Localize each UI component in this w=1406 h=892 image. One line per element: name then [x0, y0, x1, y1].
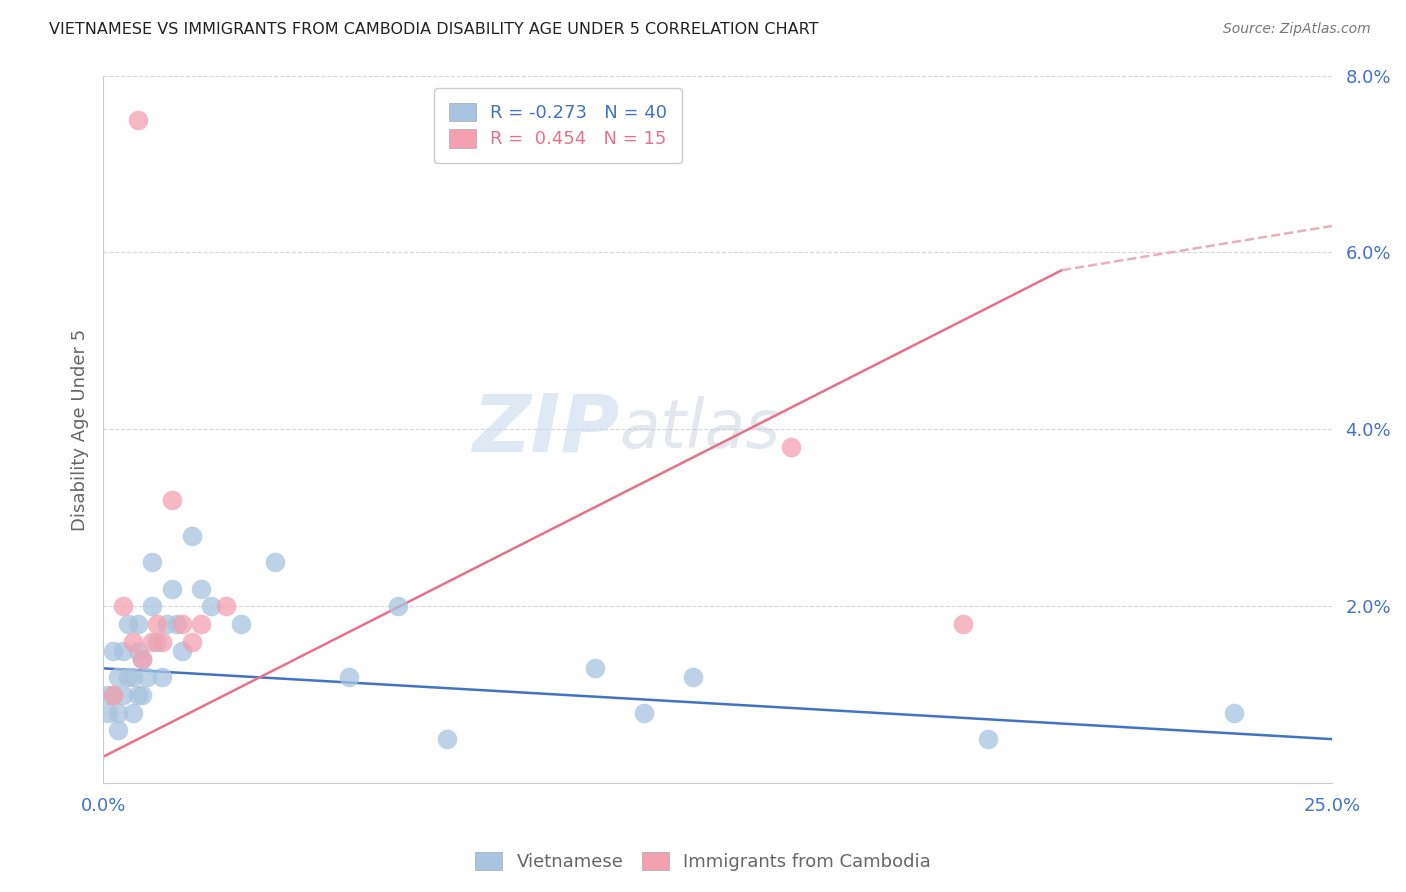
- Point: [111, 643, 134, 657]
- Point: [146, 617, 169, 632]
- Point: [97, 706, 120, 720]
- Point: [166, 617, 188, 632]
- Point: [131, 652, 153, 666]
- Text: VIETNAMESE VS IMMIGRANTS FROM CAMBODIA DISABILITY AGE UNDER 5 CORRELATION CHART: VIETNAMESE VS IMMIGRANTS FROM CAMBODIA D…: [49, 22, 818, 37]
- Point: [780, 440, 803, 454]
- Point: [141, 555, 163, 569]
- Legend: R = -0.273   N = 40, R =  0.454   N = 15: R = -0.273 N = 40, R = 0.454 N = 15: [434, 88, 682, 163]
- Point: [170, 617, 193, 632]
- Point: [131, 688, 153, 702]
- Point: [150, 670, 173, 684]
- Y-axis label: Disability Age Under 5: Disability Age Under 5: [72, 328, 89, 531]
- Point: [1223, 706, 1246, 720]
- Point: [160, 493, 183, 508]
- Point: [583, 661, 606, 675]
- Point: [127, 617, 149, 632]
- Point: [146, 635, 169, 649]
- Point: [170, 643, 193, 657]
- Point: [127, 688, 149, 702]
- Point: [101, 688, 124, 702]
- Point: [121, 706, 143, 720]
- Point: [111, 688, 134, 702]
- Point: [387, 599, 409, 614]
- Text: ZIP: ZIP: [472, 391, 619, 468]
- Point: [190, 582, 212, 596]
- Point: [436, 732, 458, 747]
- Legend: Vietnamese, Immigrants from Cambodia: Vietnamese, Immigrants from Cambodia: [468, 845, 938, 879]
- Point: [229, 617, 252, 632]
- Point: [107, 670, 129, 684]
- Point: [127, 112, 149, 127]
- Point: [633, 706, 655, 720]
- Point: [97, 688, 120, 702]
- Point: [977, 732, 1000, 747]
- Point: [117, 670, 139, 684]
- Point: [136, 670, 159, 684]
- Point: [107, 723, 129, 738]
- Point: [952, 617, 974, 632]
- Point: [215, 599, 238, 614]
- Point: [180, 635, 202, 649]
- Point: [111, 599, 134, 614]
- Point: [682, 670, 704, 684]
- Point: [127, 643, 149, 657]
- Text: Source: ZipAtlas.com: Source: ZipAtlas.com: [1223, 22, 1371, 37]
- Point: [101, 688, 124, 702]
- Point: [200, 599, 222, 614]
- Point: [141, 635, 163, 649]
- Point: [180, 528, 202, 542]
- Point: [160, 582, 183, 596]
- Point: [121, 635, 143, 649]
- Point: [150, 635, 173, 649]
- Point: [121, 670, 143, 684]
- Text: atlas: atlas: [619, 396, 780, 462]
- Point: [141, 599, 163, 614]
- Point: [264, 555, 287, 569]
- Point: [131, 652, 153, 666]
- Point: [337, 670, 360, 684]
- Point: [156, 617, 179, 632]
- Point: [101, 643, 124, 657]
- Point: [117, 617, 139, 632]
- Point: [107, 706, 129, 720]
- Point: [190, 617, 212, 632]
